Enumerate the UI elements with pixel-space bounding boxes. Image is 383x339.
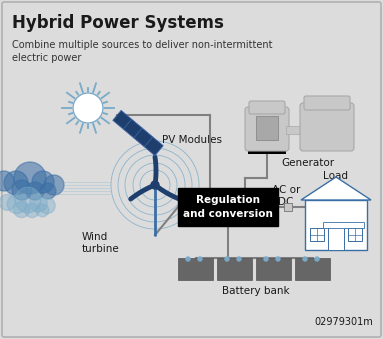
Circle shape [0, 171, 14, 191]
Text: Hybrid Power Systems: Hybrid Power Systems [12, 14, 224, 32]
Circle shape [315, 257, 319, 261]
Text: PV Modules: PV Modules [162, 135, 222, 145]
Circle shape [12, 180, 32, 200]
Circle shape [29, 194, 47, 212]
Bar [178, 188, 278, 226]
Circle shape [40, 183, 56, 199]
Bar [295, 258, 330, 280]
Text: Combine multiple sources to deliver non-intermittent
electric power: Combine multiple sources to deliver non-… [12, 40, 272, 63]
Circle shape [44, 175, 64, 195]
Bar [348, 228, 362, 241]
Circle shape [4, 171, 28, 195]
Text: Battery bank: Battery bank [222, 286, 290, 296]
Bar [323, 222, 364, 228]
Text: Wind
turbine: Wind turbine [82, 232, 120, 254]
Bar [248, 150, 286, 154]
FancyBboxPatch shape [300, 103, 354, 151]
Text: Generator: Generator [282, 158, 335, 168]
Circle shape [36, 204, 49, 217]
Circle shape [73, 93, 103, 123]
Text: Load: Load [324, 171, 349, 181]
Bar [305, 200, 367, 250]
Polygon shape [113, 110, 163, 156]
Text: 02979301m: 02979301m [314, 317, 373, 327]
Circle shape [26, 182, 44, 200]
FancyBboxPatch shape [304, 96, 350, 110]
Circle shape [225, 257, 229, 261]
FancyBboxPatch shape [2, 2, 381, 337]
Circle shape [25, 203, 39, 218]
Bar [310, 228, 324, 241]
Circle shape [303, 257, 307, 261]
Bar [256, 258, 291, 280]
Bar [217, 258, 252, 280]
Circle shape [237, 257, 241, 261]
Bar [284, 203, 292, 211]
Circle shape [14, 162, 46, 194]
Text: Regulation
and conversion: Regulation and conversion [183, 195, 273, 219]
Circle shape [39, 198, 55, 214]
Bar [328, 226, 344, 250]
Circle shape [264, 257, 268, 261]
Bar [178, 258, 213, 280]
Circle shape [186, 257, 190, 261]
FancyBboxPatch shape [249, 101, 285, 114]
Circle shape [15, 187, 41, 213]
Text: AC or
DC: AC or DC [272, 185, 300, 207]
Bar [286, 126, 303, 134]
Circle shape [7, 194, 26, 214]
Circle shape [14, 202, 29, 218]
Bar [256, 116, 278, 140]
Bar [303, 146, 351, 150]
Circle shape [151, 181, 159, 189]
Circle shape [198, 257, 202, 261]
Circle shape [276, 257, 280, 261]
Circle shape [32, 171, 54, 193]
Circle shape [0, 194, 15, 211]
Polygon shape [301, 177, 371, 200]
FancyBboxPatch shape [245, 107, 289, 151]
